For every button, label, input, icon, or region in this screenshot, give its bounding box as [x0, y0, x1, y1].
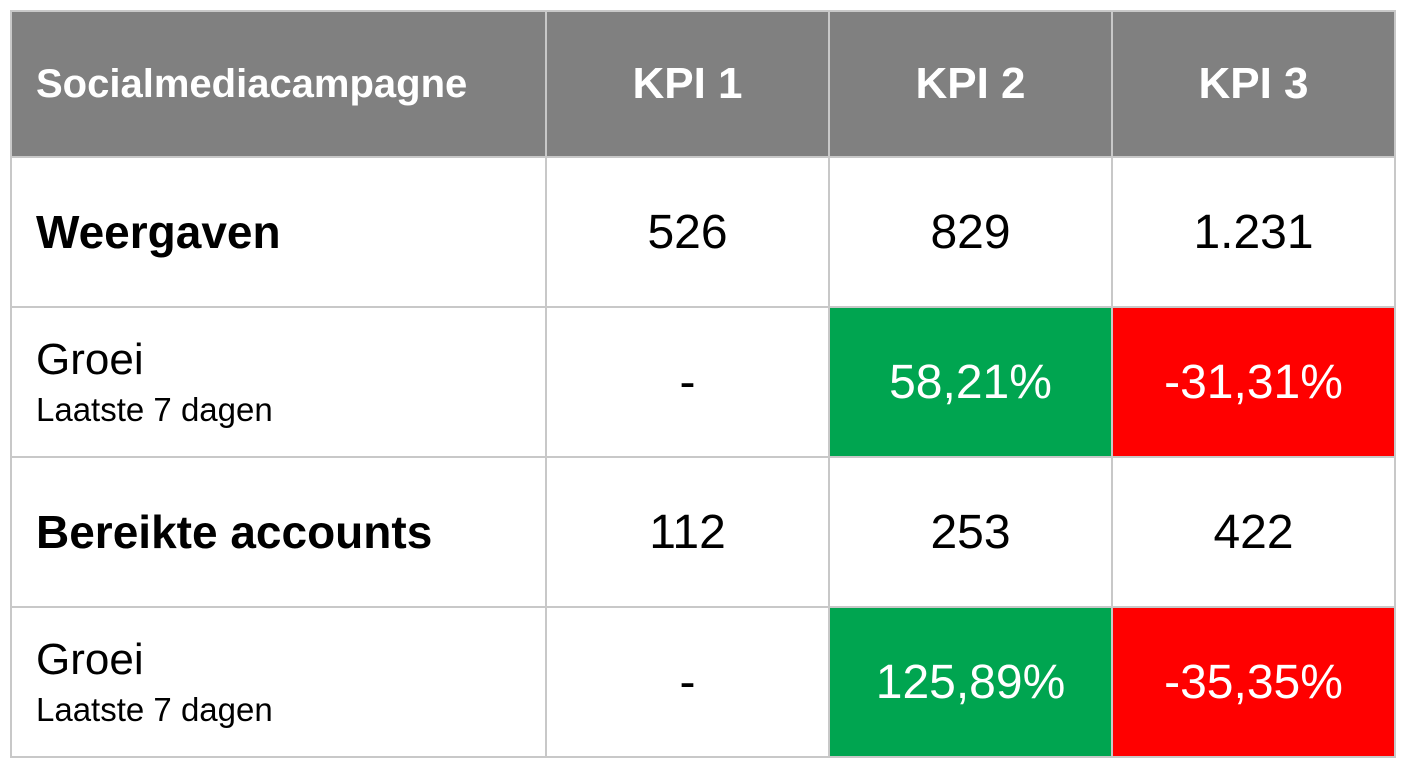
header-cell: KPI 1: [545, 10, 830, 158]
row-label: Groei: [36, 635, 144, 684]
row: Bereikte accounts 112 253 422: [10, 456, 1396, 608]
kpi-table: Socialmediacampagne KPI 1 KPI 2 KPI 3 We…: [10, 10, 1396, 758]
cell-negative: -35,35%: [1111, 606, 1396, 758]
cell-positive: 58,21%: [828, 306, 1113, 458]
row: Groei Laatste 7 dagen - 125,89% -35,35%: [10, 606, 1396, 758]
header-cell: Socialmediacampagne: [10, 10, 547, 158]
row-sublabel: Laatste 7 dagen: [36, 391, 273, 428]
row: Weergaven 526 829 1.231: [10, 156, 1396, 308]
cell-positive: 125,89%: [828, 606, 1113, 758]
row-label-cell: Groei Laatste 7 dagen: [10, 306, 547, 458]
row-sublabel: Laatste 7 dagen: [36, 691, 273, 728]
cell: 112: [545, 456, 830, 608]
cell: 829: [828, 156, 1113, 308]
cell: 1.231: [1111, 156, 1396, 308]
cell: -: [545, 306, 830, 458]
cell: 422: [1111, 456, 1396, 608]
cell: 253: [828, 456, 1113, 608]
header-row: Socialmediacampagne KPI 1 KPI 2 KPI 3: [10, 10, 1396, 158]
row: Groei Laatste 7 dagen - 58,21% -31,31%: [10, 306, 1396, 458]
row-label: Groei: [36, 335, 144, 384]
row-label: Weergaven: [10, 156, 547, 308]
header-cell: KPI 2: [828, 10, 1113, 158]
cell: 526: [545, 156, 830, 308]
row-label-cell: Groei Laatste 7 dagen: [10, 606, 547, 758]
header-cell: KPI 3: [1111, 10, 1396, 158]
cell-negative: -31,31%: [1111, 306, 1396, 458]
row-label: Bereikte accounts: [10, 456, 547, 608]
cell: -: [545, 606, 830, 758]
